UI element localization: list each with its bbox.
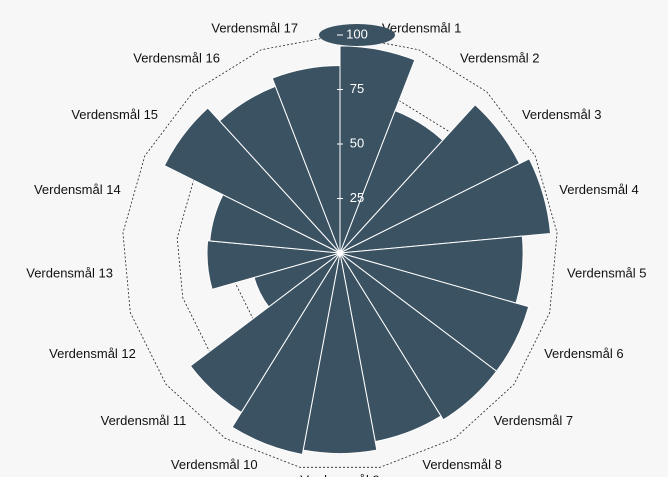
wedge: [163, 107, 341, 254]
category-label: Verdensmål 3: [522, 107, 602, 122]
category-label: Verdensmål 11: [101, 413, 187, 428]
category-label: Verdensmål 15: [71, 107, 158, 122]
category-label: Verdensmål 7: [494, 413, 574, 428]
r-tick-label: 100: [346, 26, 368, 41]
category-label: Verdensmål 9: [300, 472, 380, 477]
category-label: Verdensmål 6: [544, 346, 624, 361]
wedge: [339, 252, 498, 421]
wedge: [231, 252, 341, 456]
category-label: Verdensmål 14: [34, 182, 121, 197]
category-label: Verdensmål 5: [567, 265, 647, 280]
wedge: [189, 252, 341, 414]
wedge: [206, 240, 341, 291]
category-label: Verdensmål 4: [559, 182, 639, 197]
tick-badge: [319, 24, 395, 46]
category-label: Verdensmål 8: [422, 457, 502, 472]
category-label: Verdensmål 16: [133, 51, 220, 66]
grid-ring: [122, 34, 558, 468]
wedge: [339, 158, 552, 254]
category-label: Verdensmål 10: [171, 457, 258, 472]
r-tick-label: 75: [350, 81, 364, 96]
r-tick-label: 50: [350, 135, 364, 150]
category-label: Verdensmål 13: [26, 265, 113, 280]
category-label: Verdensmål 1: [382, 20, 462, 35]
category-label: Verdensmål 17: [211, 20, 298, 35]
category-label: Verdensmål 12: [49, 346, 136, 361]
category-label: Verdensmål 2: [460, 51, 539, 66]
r-tick-label: 25: [350, 190, 364, 205]
